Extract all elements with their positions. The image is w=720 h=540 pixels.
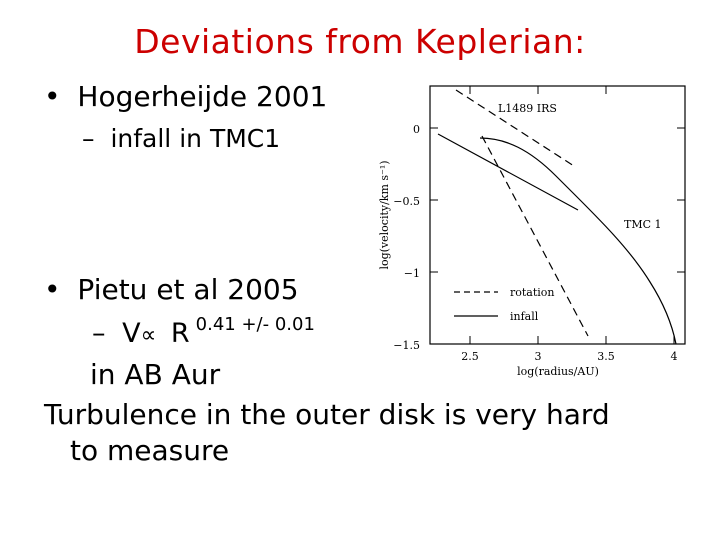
sub-marker: – — [92, 318, 106, 349]
bullet-marker: • — [44, 273, 61, 306]
plot-frame — [429, 85, 686, 345]
x-tick-label: 3 — [535, 350, 542, 363]
sub-marker: – — [82, 124, 95, 153]
rotation-dashed-top — [455, 89, 575, 167]
y-ticks — [430, 127, 685, 345]
x-ticks — [469, 86, 675, 344]
legend-infall-label: infall — [510, 310, 539, 323]
legend-rotation-label: rotation — [510, 286, 555, 299]
y-tick-label: 0 — [413, 123, 420, 136]
rotation-dashed-tmc1 — [481, 135, 589, 337]
x-axis-label: log(radius/AU) — [517, 365, 599, 378]
bullet-pietu: • Pietu et al 2005 — [44, 273, 299, 306]
bullet-text: Pietu et al 2005 — [77, 273, 299, 306]
footer-line-2: to measure — [70, 434, 230, 467]
subbullet-power-law: – V∝ R 0.41 +/- 0.01 — [92, 314, 315, 349]
y-tick-label: −1 — [404, 267, 420, 280]
y-tick-label: −1.5 — [393, 339, 420, 352]
footer-line-1: Turbulence in the outer disk is very har… — [44, 398, 610, 431]
sub-text: infall in TMC1 — [110, 124, 281, 153]
velocity-radius-figure: 0 −0.5 −1 −1.5 2.5 3 3.5 4 log(radius/AU… — [378, 85, 686, 378]
bullet-marker: • — [44, 80, 61, 113]
slide-title: Deviations from Keplerian: — [134, 22, 586, 61]
velocity-symbol: V — [122, 318, 141, 349]
subbullet-continuation: in AB Aur — [90, 358, 221, 391]
infall-solid-line — [437, 133, 579, 211]
y-axis-label: log(velocity/km s⁻¹) — [378, 160, 391, 269]
radius-symbol: R — [170, 318, 190, 349]
x-tick-label: 2.5 — [461, 350, 479, 363]
tmc1-curve — [479, 137, 677, 345]
bullet-hogerheijde: • Hogerheijde 2001 — [44, 80, 327, 113]
label-l1489: L1489 IRS — [498, 102, 557, 115]
bullet-text: Hogerheijde 2001 — [77, 80, 328, 113]
y-tick-label: −0.5 — [393, 195, 420, 208]
exponent: 0.41 +/- 0.01 — [195, 314, 315, 335]
proportional-symbol: ∝ — [140, 323, 157, 348]
label-tmc1: TMC 1 — [624, 218, 662, 231]
subbullet-infall: – infall in TMC1 — [82, 124, 280, 153]
x-tick-label: 3.5 — [597, 350, 615, 363]
x-tick-label: 4 — [671, 350, 678, 363]
